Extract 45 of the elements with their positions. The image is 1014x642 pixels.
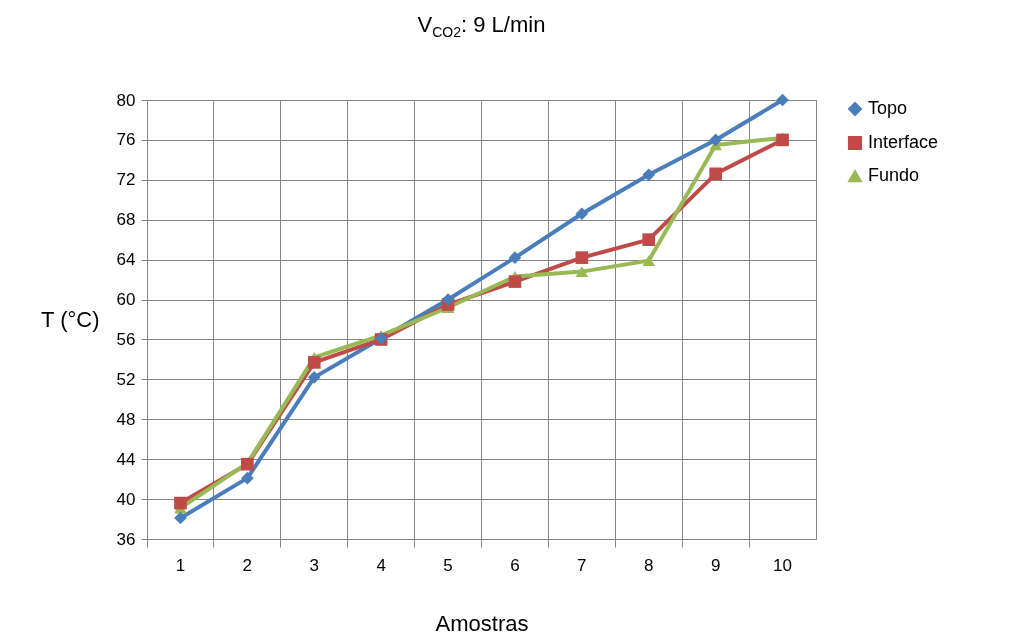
legend-label: Interface: [868, 132, 939, 152]
y-axis-title: T (°C): [41, 307, 100, 332]
x-tick-label: 2: [242, 555, 253, 575]
y-tick-label: 76: [116, 130, 136, 150]
x-axis-title: Amostras: [435, 610, 529, 636]
point: [174, 511, 187, 525]
point: [776, 93, 789, 107]
y-tick-label: 44: [116, 449, 136, 469]
x-tick-label: 1: [175, 555, 186, 575]
x-tick-label: 8: [644, 555, 654, 575]
x-tick-label: 5: [443, 555, 453, 575]
point: [307, 371, 321, 384]
point: [642, 233, 656, 247]
x-tick-label: 4: [376, 555, 386, 575]
y-tick-label: 68: [116, 210, 136, 230]
y-tick-label: 48: [116, 409, 136, 429]
point: [642, 168, 656, 182]
y-tick-label: 36: [116, 529, 136, 549]
x-tick-label: 3: [309, 555, 319, 575]
point: [441, 293, 455, 306]
y-tick-label: 64: [116, 250, 136, 270]
point: [709, 133, 722, 147]
x-tick-label: 7: [577, 555, 587, 575]
y-tick-label: 60: [116, 290, 136, 310]
x-tick-label: 10: [773, 555, 793, 575]
point: [709, 167, 722, 181]
point: [241, 471, 254, 485]
y-tick-label: 72: [116, 170, 136, 190]
point: [508, 251, 522, 264]
legend-label: Topo: [868, 98, 908, 118]
y-tick-label: 80: [116, 90, 136, 110]
y-tick-label: 52: [116, 369, 136, 389]
point: [174, 496, 187, 510]
y-tick-label: 40: [116, 489, 136, 509]
point: [575, 251, 589, 264]
x-tick-label: 6: [510, 555, 520, 575]
chart-title: V$_{CO2}$: 9 L/min: [416, 12, 547, 41]
point: [508, 275, 522, 288]
legend-label: Fundo: [868, 165, 920, 185]
point: [575, 266, 589, 278]
point: [307, 356, 321, 369]
point: [642, 255, 656, 267]
point: [575, 207, 589, 221]
y-tick-label: 56: [116, 329, 136, 349]
x-tick-label: 9: [710, 555, 721, 575]
